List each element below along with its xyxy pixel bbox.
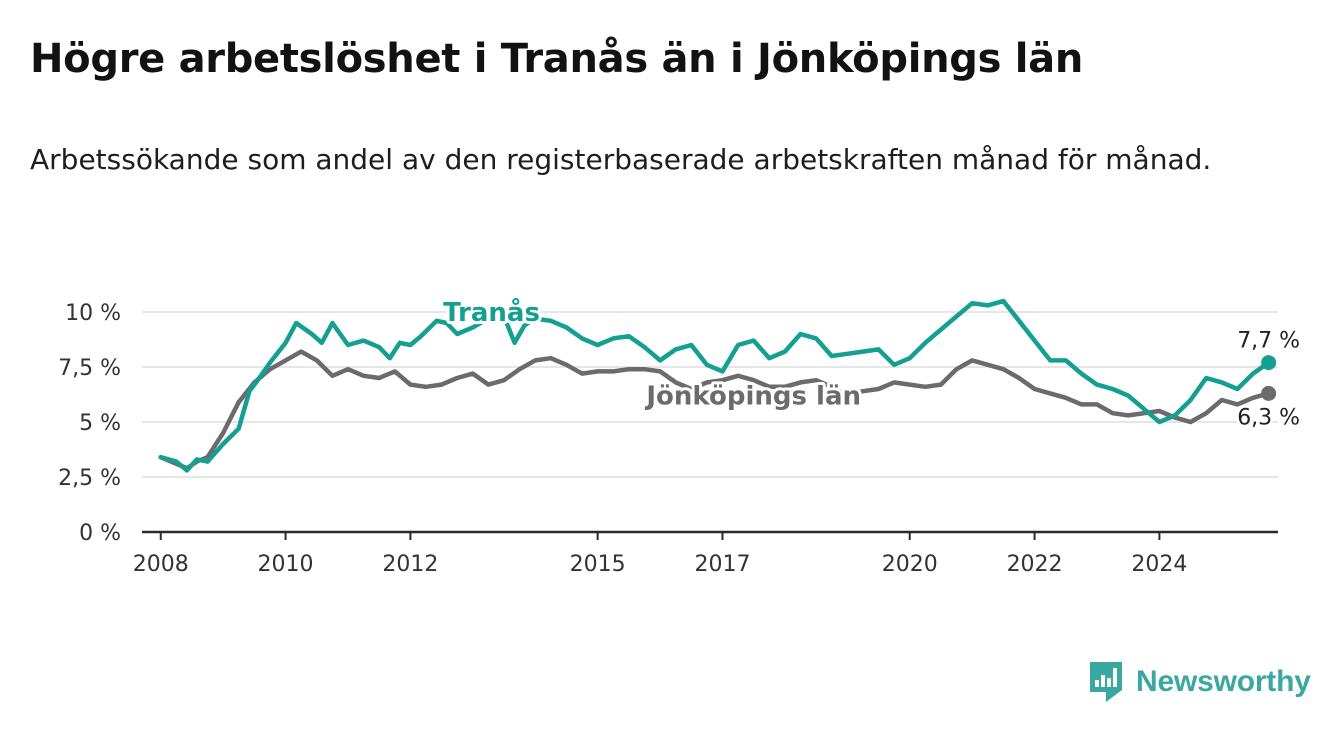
line-chart: 0 % 2,5 % 5 % 7,5 % 10 % 2008 2010 2012 2015 201… <box>58 293 1303 577</box>
series-lines: 6,3 % 7,7 % <box>158 298 1303 473</box>
x-tick-label: 2015 <box>570 552 626 577</box>
end-point-tran-s <box>1261 355 1277 371</box>
bar-chart-logo-icon <box>1090 662 1122 702</box>
chart-title: Högre arbetslöshet i Tranås än i Jönköpi… <box>30 36 1084 82</box>
end-value-label: 6,3 % <box>1237 405 1300 430</box>
y-tick-label: 7,5 % <box>58 356 121 381</box>
series-label: Jönköpings län <box>644 381 861 411</box>
x-tick-label: 2012 <box>382 552 438 577</box>
x-tick-label: 2022 <box>1007 552 1063 577</box>
series-line-j-nk-pings-l-n <box>158 349 1271 471</box>
chart-subtitle: Arbetssökande som andel av den registerb… <box>30 143 1212 176</box>
end-value-label: 7,7 % <box>1237 329 1300 354</box>
brand-name: Newsworthy <box>1136 665 1311 698</box>
y-tick-label: 0 % <box>79 521 121 546</box>
x-tick-label: 2017 <box>694 552 750 577</box>
newsworthy-logo: Newsworthy <box>1088 660 1311 704</box>
x-tick-label: 2020 <box>882 552 938 577</box>
y-tick-label: 5 % <box>79 411 121 436</box>
y-axis-tick-labels: 0 % 2,5 % 5 % 7,5 % 10 % <box>58 301 121 546</box>
y-tick-label: 2,5 % <box>58 466 121 491</box>
x-axis: 2008 2010 2012 2015 2017 2020 2022 2024 <box>133 530 1278 577</box>
series-labels: Tranås Jönköpings län <box>440 293 864 415</box>
end-point-j-nk-pings-l-n <box>1261 385 1277 401</box>
series-label: Tranås <box>443 296 540 328</box>
x-tick-label: 2024 <box>1131 552 1187 577</box>
x-tick-label: 2010 <box>258 552 314 577</box>
series-line-tran-s <box>158 298 1271 473</box>
x-tick-label: 2008 <box>133 552 189 577</box>
y-tick-label: 10 % <box>65 301 121 326</box>
